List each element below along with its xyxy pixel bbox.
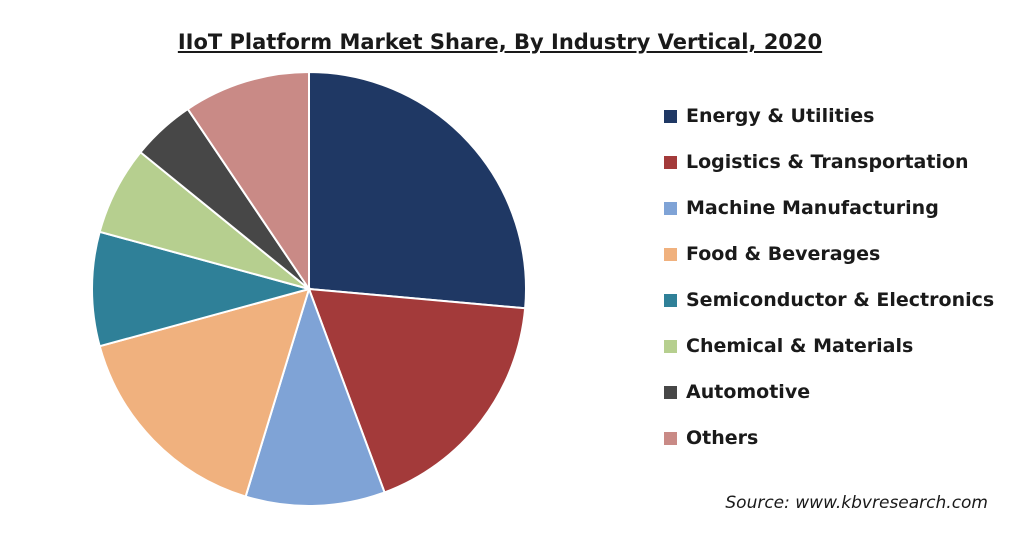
pie-slice-logistics-transportation [307, 287, 527, 494]
pie-slice-food-beverages [98, 287, 311, 498]
chart-legend: Energy & Utilities Logistics & Transporta… [664, 93, 994, 461]
legend-label: Logistics & Transportation [686, 151, 969, 173]
legend-item: Logistics & Transportation [664, 139, 994, 185]
legend-item: Food & Beverages [664, 231, 994, 277]
legend-item: Chemical & Materials [664, 323, 994, 369]
legend-label: Others [686, 427, 759, 449]
chart-title: IIoT Platform Market Share, By Industry … [177, 30, 823, 54]
pie-chart [90, 70, 527, 507]
source-note: Source: www.kbvresearch.com [725, 493, 988, 513]
pie-slice-machine-manufacturing [244, 285, 386, 507]
legend-label: Chemical & Materials [686, 335, 914, 357]
legend-item: Machine Manufacturing [664, 185, 994, 231]
legend-swatch [664, 293, 677, 307]
legend-label: Semiconductor & Electronics [686, 289, 995, 311]
legend-swatch [664, 109, 677, 123]
legend-swatch [664, 201, 677, 215]
pie-slice-semiconductor-electronics [90, 230, 313, 348]
pie-slice-others [186, 70, 310, 293]
pie-slice-energy-utilities [308, 70, 527, 310]
legend-item: Semiconductor & Electronics [664, 277, 994, 323]
legend-swatch [664, 339, 677, 353]
legend-label: Machine Manufacturing [686, 197, 939, 219]
legend-item: Others [664, 415, 994, 461]
legend-item: Energy & Utilities [664, 93, 994, 139]
legend-swatch [664, 385, 677, 399]
legend-label: Energy & Utilities [686, 105, 875, 127]
legend-swatch [664, 155, 677, 169]
legend-item: Automotive [664, 369, 994, 415]
legend-swatch [664, 247, 677, 261]
legend-swatch [664, 431, 677, 445]
legend-label: Food & Beverages [686, 243, 881, 265]
legend-label: Automotive [686, 381, 811, 403]
